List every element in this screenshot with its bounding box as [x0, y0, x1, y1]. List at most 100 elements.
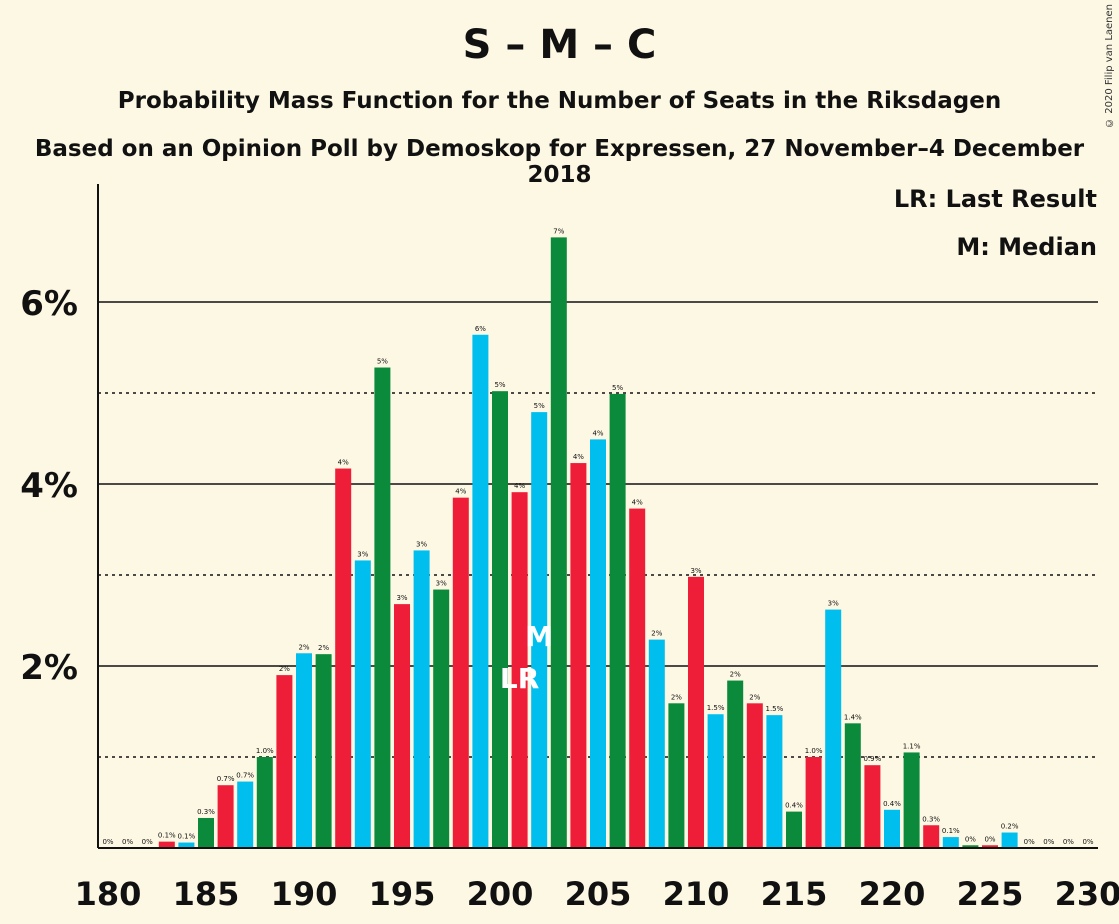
data-label: 0%	[102, 838, 113, 846]
bar	[688, 576, 704, 848]
bar	[962, 845, 979, 848]
bar	[942, 837, 959, 848]
x-tick-label: 205	[565, 875, 632, 913]
bar	[237, 781, 254, 848]
data-label: 0.4%	[785, 802, 803, 810]
bar	[276, 675, 293, 848]
data-label: 0.4%	[883, 800, 901, 808]
bar	[707, 714, 724, 848]
data-label: 2%	[651, 630, 662, 638]
data-label: 0.7%	[236, 772, 254, 780]
data-label: 1.4%	[844, 713, 862, 721]
bar	[256, 757, 273, 848]
bar	[511, 492, 528, 848]
x-tick-label: 195	[369, 875, 436, 913]
bar	[825, 609, 842, 848]
x-tick-label: 180	[75, 875, 142, 913]
bar	[354, 560, 371, 848]
data-label: 7%	[553, 227, 564, 235]
data-label: 0.7%	[217, 775, 235, 783]
chart-subtitle: Probability Mass Function for the Number…	[117, 88, 1002, 114]
bar	[550, 237, 567, 848]
data-label: 3%	[357, 550, 368, 558]
data-label: 5%	[534, 402, 545, 410]
y-tick-label: 6%	[20, 284, 78, 324]
bar	[844, 723, 861, 848]
bar	[668, 703, 685, 848]
data-label: 0.2%	[1001, 823, 1019, 831]
bar	[786, 811, 802, 848]
data-label: 2%	[279, 665, 290, 673]
data-label: 1.0%	[256, 747, 274, 755]
last-result-marker: LR	[500, 662, 539, 695]
median-marker: M	[525, 620, 553, 653]
data-label: 0.1%	[178, 833, 196, 841]
data-label: 2%	[318, 644, 329, 652]
bar	[923, 825, 940, 848]
x-tick-label: 225	[957, 875, 1024, 913]
x-tick-label: 200	[467, 875, 534, 913]
bar	[394, 604, 410, 848]
data-label: 5%	[612, 384, 623, 392]
bar	[570, 463, 587, 848]
x-tick-label: 220	[859, 875, 926, 913]
bar	[903, 752, 920, 848]
data-label: 6%	[475, 325, 486, 333]
x-tick-label: 230	[1055, 875, 1119, 913]
chart-subtitle-2: Based on an Opinion Poll by Demoskop for…	[34, 136, 1085, 188]
data-label: 2%	[730, 671, 741, 679]
bar	[590, 439, 606, 848]
y-tick-label: 2%	[20, 648, 78, 688]
bar	[217, 785, 234, 848]
chart-title: S – M – C	[462, 22, 657, 68]
data-label: 4%	[514, 482, 525, 490]
data-label: 0%	[1063, 838, 1074, 846]
data-label: 1.5%	[707, 704, 725, 712]
legend-median: M: Median	[956, 233, 1097, 261]
bar	[296, 653, 312, 848]
bar	[413, 550, 430, 848]
data-label: 5%	[377, 358, 388, 366]
data-label: 0.1%	[942, 827, 960, 835]
bar	[746, 703, 763, 848]
bar	[864, 765, 881, 848]
bar	[158, 841, 175, 848]
data-label: 3%	[828, 600, 839, 608]
data-label: 0.3%	[197, 808, 215, 816]
y-tick-label: 4%	[20, 466, 78, 506]
axes: 2% 4% 6% 180 185 190 195 200 205 210 215 220 225 230	[20, 184, 1119, 913]
bar	[805, 757, 822, 848]
data-label: 0%	[965, 835, 976, 843]
data-label: 5%	[494, 381, 505, 389]
data-label: 4%	[592, 429, 603, 437]
bar	[472, 334, 489, 848]
bar	[884, 809, 900, 848]
bar	[178, 842, 195, 848]
bar	[1001, 832, 1018, 848]
data-label: 0.1%	[158, 832, 176, 840]
markers: LR M	[500, 620, 553, 695]
bar	[374, 367, 391, 848]
x-tick-label: 215	[761, 875, 828, 913]
data-label: 0.3%	[922, 815, 940, 823]
data-label: 0%	[1024, 838, 1035, 846]
bar	[198, 817, 214, 848]
data-label: 4%	[455, 488, 466, 496]
data-label: 1.1%	[903, 742, 921, 750]
bar	[982, 845, 998, 848]
bars	[158, 237, 1018, 848]
data-labels: 0% 0% 0%0.1% 0.1%0.3%0.7% 0.7%1.0%2%2% 2%4%3%…	[102, 227, 1093, 846]
data-label: 3%	[690, 567, 701, 575]
data-label: 0.9%	[864, 755, 882, 763]
data-label: 3%	[416, 540, 427, 548]
data-label: 1.5%	[766, 705, 784, 713]
bar	[766, 715, 783, 848]
bar	[727, 680, 744, 848]
x-tick-label: 210	[663, 875, 730, 913]
data-label: 0%	[122, 838, 133, 846]
data-label: 0%	[1082, 838, 1093, 846]
data-label: 0%	[1043, 838, 1054, 846]
data-label: 4%	[338, 459, 349, 467]
bar	[335, 468, 352, 848]
